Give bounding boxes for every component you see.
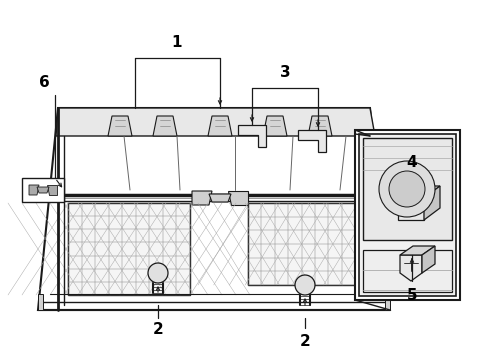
Polygon shape	[263, 116, 286, 136]
Polygon shape	[227, 191, 247, 205]
Polygon shape	[423, 186, 439, 220]
Polygon shape	[37, 187, 49, 193]
Text: 1: 1	[171, 35, 182, 50]
Polygon shape	[354, 130, 459, 300]
Polygon shape	[399, 246, 434, 255]
Circle shape	[294, 275, 314, 295]
Circle shape	[388, 171, 424, 207]
Polygon shape	[307, 116, 331, 136]
Text: 4: 4	[406, 154, 416, 170]
Polygon shape	[56, 108, 374, 136]
Polygon shape	[421, 246, 434, 273]
Polygon shape	[362, 138, 451, 240]
Text: 6: 6	[39, 75, 49, 90]
Polygon shape	[68, 203, 190, 295]
Text: 3: 3	[279, 64, 290, 80]
Polygon shape	[22, 178, 64, 202]
Polygon shape	[397, 186, 439, 198]
Polygon shape	[208, 194, 230, 202]
Polygon shape	[358, 134, 455, 296]
Polygon shape	[192, 191, 212, 205]
Text: 5: 5	[406, 288, 416, 302]
Polygon shape	[207, 116, 231, 136]
Polygon shape	[47, 185, 57, 195]
Polygon shape	[297, 130, 325, 152]
Polygon shape	[397, 198, 423, 220]
Text: 2: 2	[299, 334, 310, 350]
Polygon shape	[384, 294, 389, 310]
Polygon shape	[399, 255, 421, 281]
Polygon shape	[153, 116, 177, 136]
Polygon shape	[362, 250, 451, 292]
Polygon shape	[38, 108, 389, 310]
Polygon shape	[108, 116, 132, 136]
Circle shape	[378, 161, 434, 217]
Polygon shape	[29, 185, 39, 195]
Polygon shape	[238, 125, 265, 147]
Circle shape	[148, 263, 168, 283]
Polygon shape	[38, 294, 43, 310]
Polygon shape	[247, 203, 354, 285]
Text: 2: 2	[152, 323, 163, 338]
